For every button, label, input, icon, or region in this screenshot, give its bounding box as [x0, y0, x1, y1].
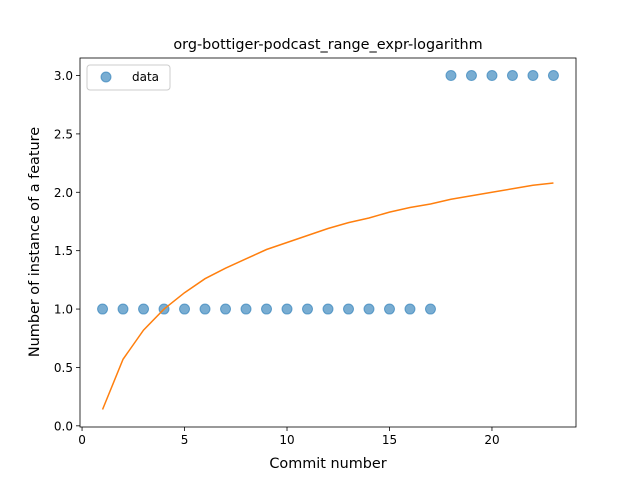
legend-marker-data: [100, 71, 112, 83]
data-point: [445, 70, 457, 82]
data-point: [527, 70, 539, 82]
legend: data: [86, 64, 171, 91]
y-tick-label: 0.5: [54, 361, 73, 375]
data-point: [240, 303, 252, 315]
data-point: [486, 70, 498, 82]
data-point: [465, 70, 477, 82]
x-tick-label: 20: [484, 433, 499, 447]
data-point: [117, 303, 129, 315]
x-tick-label: 15: [382, 433, 397, 447]
axes-frame: [79, 57, 577, 428]
data-point: [547, 70, 559, 82]
data-point: [302, 303, 313, 315]
legend-box: [86, 64, 171, 91]
data-point: [138, 303, 150, 315]
legend-label-data: data: [132, 70, 159, 84]
data-point: [199, 303, 211, 315]
data-point: [179, 303, 191, 315]
data-point: [363, 303, 375, 315]
data-point: [506, 70, 518, 82]
y-tick-label: 2.0: [54, 186, 73, 200]
y-tick-label: 1.0: [54, 303, 73, 317]
x-axis: 0 5 10 15 20: [78, 427, 500, 447]
x-tick-label: 10: [279, 433, 294, 447]
data-point: [343, 303, 354, 315]
y-tick-label: 2.5: [54, 127, 73, 141]
plot-area: [97, 70, 559, 410]
data-point: [281, 303, 293, 315]
data-point: [220, 303, 232, 315]
y-axis-label: Number of instance of a feature: [27, 127, 43, 357]
fit-line: [101, 182, 554, 410]
x-tick-label: 0: [78, 433, 86, 447]
data-point: [97, 303, 109, 315]
data-point: [322, 303, 334, 315]
data-point: [404, 303, 416, 315]
y-tick-label: 3.0: [54, 69, 73, 83]
x-axis-label: Commit number: [269, 456, 386, 472]
y-tick-label: 0.0: [54, 419, 73, 433]
y-tick-label: 1.5: [54, 244, 73, 258]
y-axis: 0.0 0.5 1.0 1.5 2.0 2.5 3.0: [54, 69, 80, 433]
data-point: [424, 303, 436, 315]
x-tick-label: 5: [181, 433, 189, 447]
data-point: [383, 303, 395, 315]
data-point: [261, 303, 273, 315]
chart-title: org-bottiger-podcast_range_expr-logarith…: [173, 37, 482, 53]
